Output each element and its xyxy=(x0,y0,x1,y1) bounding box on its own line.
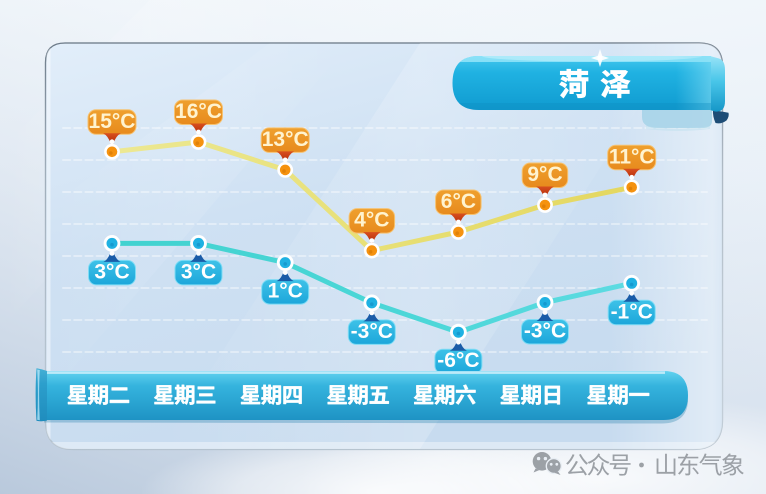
svg-text:-3°C: -3°C xyxy=(351,320,393,343)
svg-text:3°C: 3°C xyxy=(94,260,129,283)
svg-text:6°C: 6°C xyxy=(441,190,476,213)
svg-text:16°C: 16°C xyxy=(175,100,222,123)
svg-text:13°C: 13°C xyxy=(262,128,309,151)
svg-text:-6°C: -6°C xyxy=(437,349,479,372)
svg-text:15°C: 15°C xyxy=(89,110,136,133)
svg-text:9°C: 9°C xyxy=(527,163,562,186)
svg-text:1°C: 1°C xyxy=(268,280,303,303)
svg-text:3°C: 3°C xyxy=(181,260,216,283)
svg-text:4°C: 4°C xyxy=(354,209,389,232)
svg-text:-3°C: -3°C xyxy=(524,320,566,343)
svg-text:-1°C: -1°C xyxy=(611,300,653,323)
svg-text:11°C: 11°C xyxy=(609,145,655,168)
